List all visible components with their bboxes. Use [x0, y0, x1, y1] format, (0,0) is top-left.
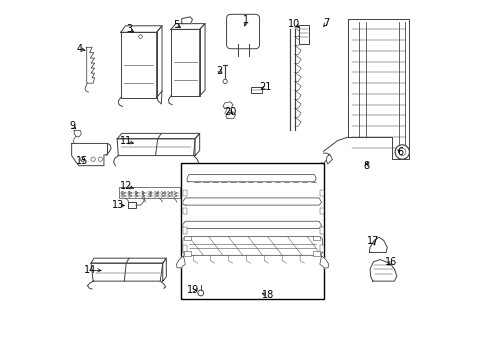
Circle shape [80, 157, 84, 161]
Circle shape [98, 157, 102, 161]
Text: 4: 4 [76, 44, 82, 54]
Text: 9: 9 [69, 121, 75, 131]
Circle shape [394, 145, 408, 159]
Text: 1: 1 [243, 15, 249, 26]
Polygon shape [72, 143, 107, 166]
Text: 10: 10 [287, 19, 300, 29]
Polygon shape [121, 32, 156, 98]
Polygon shape [369, 260, 396, 281]
Polygon shape [183, 198, 321, 205]
Polygon shape [117, 139, 195, 156]
Text: 16: 16 [384, 257, 396, 267]
Circle shape [198, 290, 203, 296]
Polygon shape [348, 19, 408, 159]
Text: 17: 17 [366, 236, 378, 246]
Polygon shape [199, 24, 204, 96]
Polygon shape [171, 24, 204, 30]
Text: 12: 12 [120, 181, 132, 192]
Bar [183, 208, 187, 214]
Circle shape [139, 35, 142, 39]
Text: 19: 19 [187, 285, 199, 296]
Polygon shape [171, 30, 199, 96]
Bar [319, 190, 324, 196]
Polygon shape [182, 17, 192, 24]
Text: 11: 11 [120, 136, 132, 146]
Text: 6: 6 [397, 147, 403, 157]
Text: 13: 13 [112, 200, 124, 210]
Text: 8: 8 [363, 161, 369, 171]
Bar [298, 25, 308, 44]
Polygon shape [223, 102, 233, 108]
Text: 21: 21 [259, 82, 271, 93]
Polygon shape [163, 258, 166, 281]
Text: 18: 18 [261, 291, 273, 301]
Bar [183, 190, 187, 196]
Bar [180, 163, 324, 299]
Polygon shape [156, 26, 162, 98]
Bar [250, 87, 261, 93]
Bar [183, 245, 187, 252]
Polygon shape [368, 237, 386, 252]
Text: 14: 14 [83, 265, 96, 275]
Polygon shape [225, 112, 235, 118]
Polygon shape [74, 131, 81, 137]
Circle shape [398, 148, 405, 156]
Bar [312, 251, 319, 256]
Bar [312, 236, 319, 240]
Polygon shape [319, 256, 328, 268]
Text: 2: 2 [216, 66, 222, 76]
Bar [183, 251, 190, 256]
Bar [128, 202, 136, 208]
Polygon shape [183, 237, 322, 255]
Text: 3: 3 [126, 24, 132, 35]
Text: 15: 15 [76, 156, 88, 166]
Bar [319, 227, 324, 234]
Circle shape [223, 79, 227, 84]
Polygon shape [176, 256, 185, 268]
Bar [119, 187, 180, 198]
Bar [183, 236, 190, 240]
Circle shape [91, 157, 95, 161]
Text: 7: 7 [323, 18, 329, 28]
Polygon shape [195, 134, 199, 156]
Polygon shape [183, 221, 321, 228]
Polygon shape [91, 263, 163, 281]
Text: 5: 5 [173, 20, 179, 30]
Polygon shape [121, 26, 162, 32]
Polygon shape [117, 134, 199, 139]
FancyBboxPatch shape [226, 14, 259, 49]
Polygon shape [91, 258, 166, 263]
Bar [183, 227, 187, 234]
Text: 20: 20 [224, 107, 236, 117]
Polygon shape [187, 175, 316, 182]
Polygon shape [86, 47, 94, 83]
Bar [319, 245, 324, 252]
Bar [319, 208, 324, 214]
